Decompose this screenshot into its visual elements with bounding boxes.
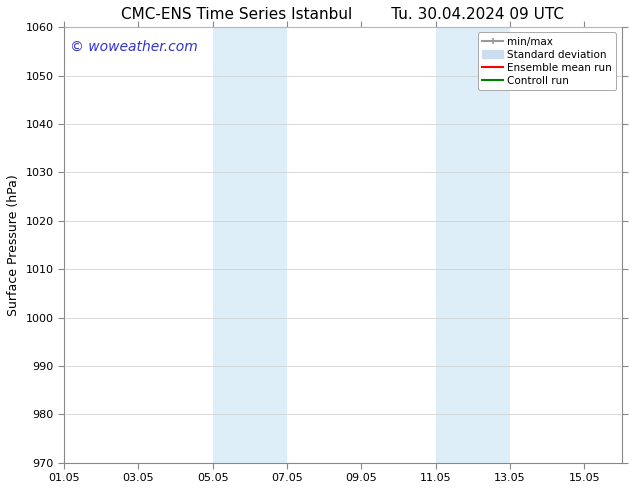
Text: © woweather.com: © woweather.com bbox=[70, 40, 197, 54]
Title: CMC-ENS Time Series Istanbul        Tu. 30.04.2024 09 UTC: CMC-ENS Time Series Istanbul Tu. 30.04.2… bbox=[121, 7, 564, 22]
Legend: min/max, Standard deviation, Ensemble mean run, Controll run: min/max, Standard deviation, Ensemble me… bbox=[478, 32, 616, 90]
Bar bbox=[212, 27, 287, 463]
Y-axis label: Surface Pressure (hPa): Surface Pressure (hPa) bbox=[7, 174, 20, 316]
Bar bbox=[436, 27, 510, 463]
